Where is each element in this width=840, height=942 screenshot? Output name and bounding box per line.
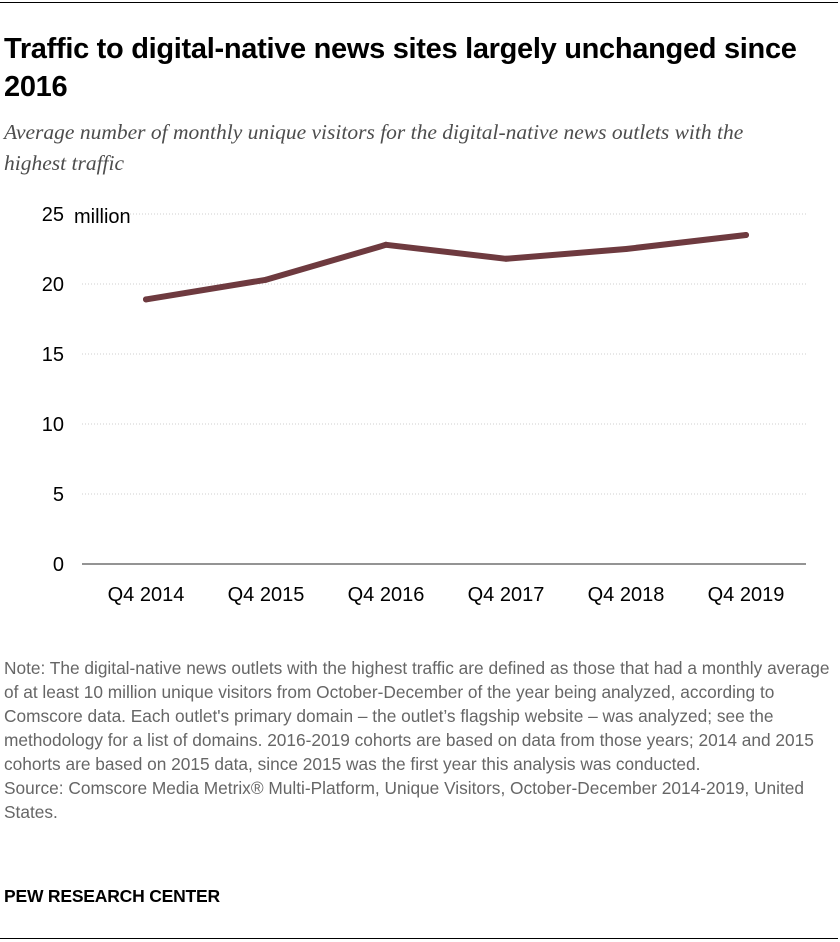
gridlines [82, 213, 806, 565]
data-point [743, 232, 749, 238]
source-text: Source: Comscore Media Metrix® Multi-Pla… [4, 778, 804, 822]
x-tick-label: Q4 2016 [348, 584, 425, 606]
line-chart: 0 5 10 15 20 25 million Q4 2014 Q4 2015 Q4 2016… [42, 204, 806, 606]
x-tick-label: Q4 2015 [228, 584, 305, 606]
data-point [623, 246, 629, 252]
x-tick-label: Q4 2018 [588, 584, 665, 606]
y-tick-label: 5 [53, 484, 64, 506]
top-rule [0, 2, 838, 3]
chart-title: Traffic to digital-native news sites lar… [4, 33, 797, 103]
x-axis-ticks: Q4 2014 Q4 2015 Q4 2016 Q4 2017 Q4 2018 Q4 20… [108, 584, 785, 606]
series-line [143, 232, 749, 303]
x-tick-label: Q4 2017 [468, 584, 545, 606]
y-tick-label: 25 [42, 204, 64, 226]
y-tick-label: 15 [42, 344, 64, 366]
y-axis-unit-label: million [74, 206, 131, 228]
chart-subtitle: Average number of monthly unique visitor… [4, 120, 744, 175]
y-tick-label: 10 [42, 414, 64, 436]
x-tick-label: Q4 2014 [108, 584, 185, 606]
note-text: Note: The digital-native news outlets wi… [4, 658, 830, 774]
data-point [143, 296, 149, 303]
y-axis-ticks: 0 5 10 15 20 25 [42, 204, 64, 576]
y-tick-label: 0 [53, 554, 64, 576]
x-tick-label: Q4 2019 [708, 584, 785, 606]
data-point [263, 276, 269, 283]
data-point [383, 241, 389, 248]
footnote: Note: The digital-native news outlets wi… [4, 656, 836, 824]
organization-name: PEW RESEARCH CENTER [4, 886, 220, 906]
data-point [503, 255, 509, 262]
y-tick-label: 20 [42, 274, 64, 296]
data-points [143, 232, 749, 303]
bottom-rule [0, 938, 838, 939]
